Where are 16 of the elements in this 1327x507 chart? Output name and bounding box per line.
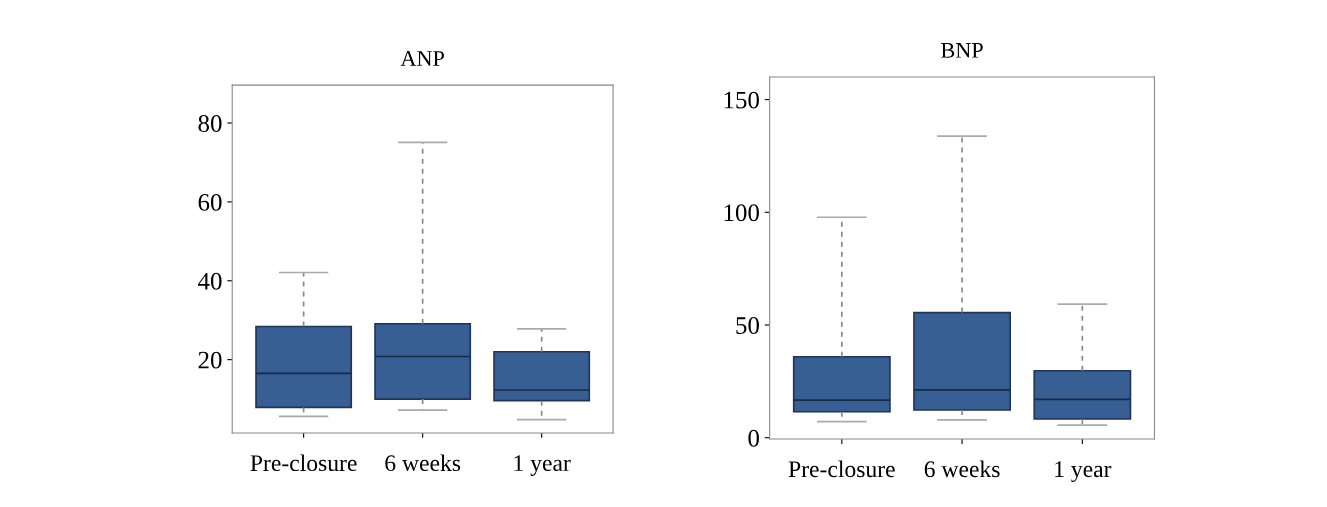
x-tick-label: 6 weeks	[924, 460, 1000, 478]
y-tick-label: 100	[724, 204, 759, 222]
y-tick-label: 0	[748, 429, 759, 447]
y-tick-label: 20	[198, 351, 222, 369]
x-tick-label: Pre-closure	[788, 460, 895, 478]
y-tick-label: 60	[198, 193, 222, 211]
x-tick-label: Pre-closure	[250, 454, 357, 472]
y-tick-label: 80	[198, 115, 222, 132]
y-tick-label: 150	[724, 91, 759, 109]
x-tick-label: 6 weeks	[385, 454, 461, 472]
chart-title: ANP	[400, 51, 444, 66]
y-tick-label: 50	[736, 317, 759, 334]
x-tick-label: 1 year	[1055, 461, 1112, 482]
x-tick-label: 1 year	[514, 455, 571, 476]
y-tick-label: 40	[197, 272, 222, 290]
chart-title: BNP	[941, 43, 983, 58]
